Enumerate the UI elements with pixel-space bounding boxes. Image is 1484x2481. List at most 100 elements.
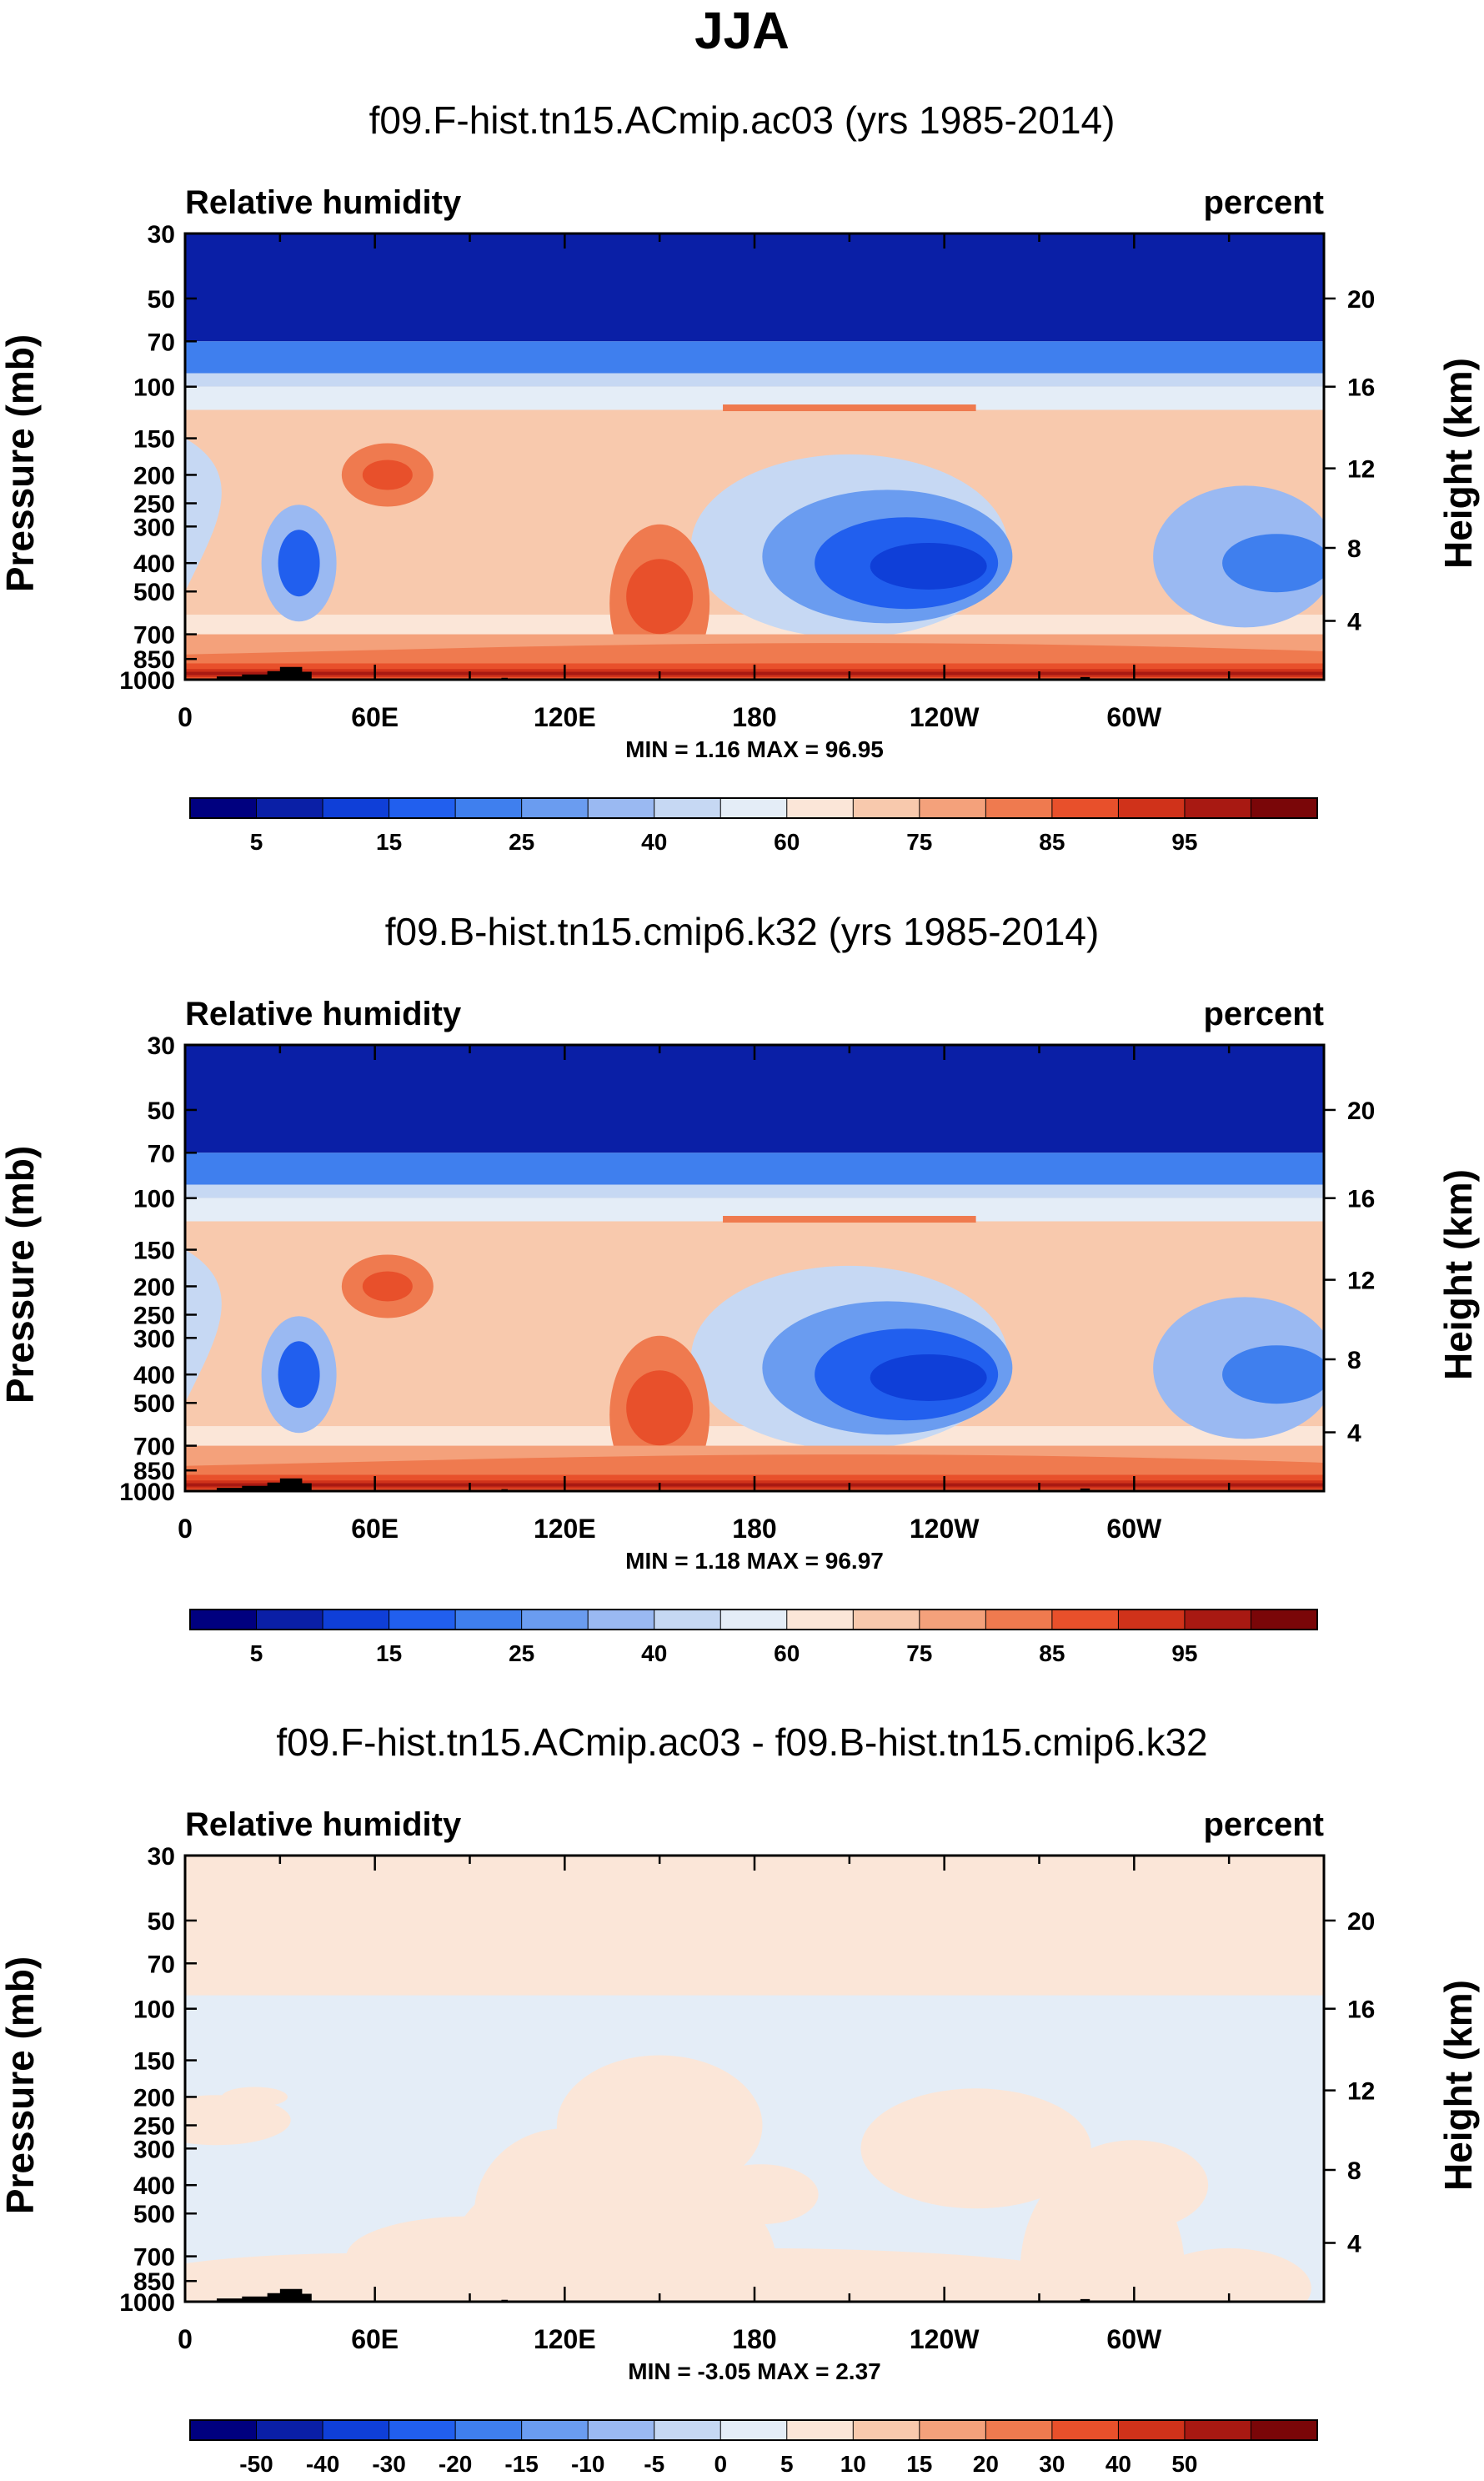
y-axis-title: Pressure (mb)	[0, 1956, 42, 2214]
contour-atlantic-dry-core	[1222, 1345, 1324, 1404]
x-tick-label: 180	[732, 1514, 776, 1544]
y-tick-label: 700	[133, 1434, 175, 1461]
colorbar-swatch	[1250, 2419, 1318, 2441]
colorbar-swatch	[1184, 2419, 1252, 2441]
colorbar-swatch	[786, 2419, 855, 2441]
colorbar-swatch	[1250, 1609, 1318, 1630]
y2-tick-label: 8	[1347, 2157, 1361, 2185]
y-tick-label: 70	[148, 1140, 175, 1168]
y2-tick-label: 20	[1347, 1097, 1375, 1125]
contour-positive-patch-13	[222, 2087, 288, 2107]
y-tick-label: 1000	[119, 1479, 175, 1506]
panel-2: f09.B-hist.tn15.cmip6.k32 (yrs 1985-2014…	[0, 910, 1480, 1666]
y2-axis-title: Height (km)	[1436, 1980, 1480, 2191]
x-tick-label: 180	[732, 702, 776, 732]
colorbar-swatch	[985, 2419, 1053, 2441]
colorbar-swatch	[389, 1609, 457, 1630]
panel-left-label: Relative humidity	[185, 184, 462, 221]
y2-tick-label: 8	[1347, 535, 1361, 563]
colorbar-swatch	[587, 1609, 655, 1630]
contour-pacific-dry-center	[870, 1354, 987, 1401]
y-tick-label: 300	[133, 514, 175, 541]
colorbar-label: 20	[973, 2451, 999, 2477]
y-tick-label: 250	[133, 1302, 175, 1329]
y2-tick-label: 20	[1347, 286, 1375, 314]
y-tick-label: 200	[133, 462, 175, 490]
colorbar-label: 95	[1171, 829, 1197, 855]
y2-tick-label: 12	[1347, 2078, 1375, 2106]
colorbar-label: 5	[780, 2451, 794, 2477]
panel-3: f09.F-hist.tn15.ACmip.ac03 - f09.B-hist.…	[0, 1720, 1480, 2477]
contour-monsoon-upper-core	[362, 460, 413, 490]
colorbar-label: 85	[1039, 1640, 1065, 1666]
y-tick-label: 30	[148, 1032, 175, 1060]
contour-band-strat-1	[185, 1045, 1324, 1153]
y2-tick-label: 4	[1347, 609, 1361, 636]
y2-tick-label: 12	[1347, 1268, 1375, 1295]
y2-tick-label: 16	[1347, 1996, 1375, 2024]
contour-band-strat-3	[185, 373, 1324, 387]
colorbar-swatch	[1184, 1609, 1252, 1630]
y-tick-label: 850	[133, 2268, 175, 2296]
y-tick-label: 400	[133, 2172, 175, 2200]
colorbar-frame	[189, 797, 1318, 819]
contour-field	[185, 234, 1324, 680]
colorbar-label: 75	[906, 1640, 932, 1666]
y2-tick-label: 8	[1347, 1347, 1361, 1374]
colorbar-swatch	[389, 2419, 457, 2441]
y2-axis-title: Height (km)	[1436, 1169, 1480, 1380]
colorbar-label: 40	[1105, 2451, 1131, 2477]
y-tick-label: 50	[148, 286, 175, 314]
colorbar-swatch	[919, 1609, 987, 1630]
colorbar-swatch	[786, 1609, 855, 1630]
y2-tick-label: 16	[1347, 374, 1375, 402]
x-tick-label: 0	[178, 702, 193, 732]
colorbar-label: 95	[1171, 1640, 1197, 1666]
panel-right-label: percent	[1204, 184, 1325, 221]
contour-positive-patch-11	[1146, 2247, 1311, 2302]
colorbar-label: -50	[239, 2451, 273, 2477]
colorbar-swatch	[587, 2419, 655, 2441]
colorbar-label: 0	[714, 2451, 727, 2477]
contour-top-positive	[185, 1856, 1324, 1996]
y-tick-label: 700	[133, 622, 175, 650]
colorbar-swatch	[985, 797, 1053, 819]
colorbar-label: 50	[1171, 2451, 1197, 2477]
y-tick-label: 150	[133, 2048, 175, 2076]
y-tick-label: 200	[133, 1273, 175, 1301]
colorbar-label: 60	[774, 1640, 800, 1666]
x-tick-label: 120E	[534, 702, 596, 732]
contour-band-strat-2	[185, 341, 1324, 374]
y-tick-label: 30	[148, 221, 175, 249]
x-tick-label: 60E	[351, 702, 399, 732]
colorbar-swatch	[587, 797, 655, 819]
colorbar-label: -30	[372, 2451, 405, 2477]
y-tick-label: 500	[133, 1390, 175, 1418]
contour-dry-core-a-inner	[278, 530, 320, 597]
colorbar-swatch	[454, 797, 523, 819]
contour-tropopause-moist	[723, 404, 976, 412]
colorbar-swatch	[1117, 797, 1186, 819]
y-tick-label: 50	[148, 1097, 175, 1125]
y-tick-label: 1000	[119, 667, 175, 695]
y-tick-label: 300	[133, 1325, 175, 1353]
figure-title: JJA	[694, 3, 790, 60]
contour-band-strat-2	[185, 1153, 1324, 1185]
y-tick-label: 700	[133, 2244, 175, 2272]
contour-field	[185, 1856, 1324, 2302]
y-tick-label: 500	[133, 579, 175, 606]
y-tick-label: 30	[148, 1843, 175, 1871]
min-max-stats: MIN = -3.05 MAX = 2.37	[628, 2358, 880, 2384]
contour-positive-patch-1	[185, 2095, 291, 2146]
x-tick-label: 120W	[910, 2324, 980, 2354]
colorbar-swatch	[454, 1609, 523, 1630]
colorbar-label: -15	[504, 2451, 538, 2477]
colorbar-swatch	[1117, 2419, 1186, 2441]
min-max-stats: MIN = 1.16 MAX = 96.95	[625, 736, 884, 762]
colorbar-swatch	[521, 797, 589, 819]
panel-left-label: Relative humidity	[185, 1806, 462, 1843]
panel-right-label: percent	[1204, 1806, 1325, 1843]
colorbar-swatch	[719, 797, 788, 819]
colorbar-label: 40	[641, 1640, 667, 1666]
